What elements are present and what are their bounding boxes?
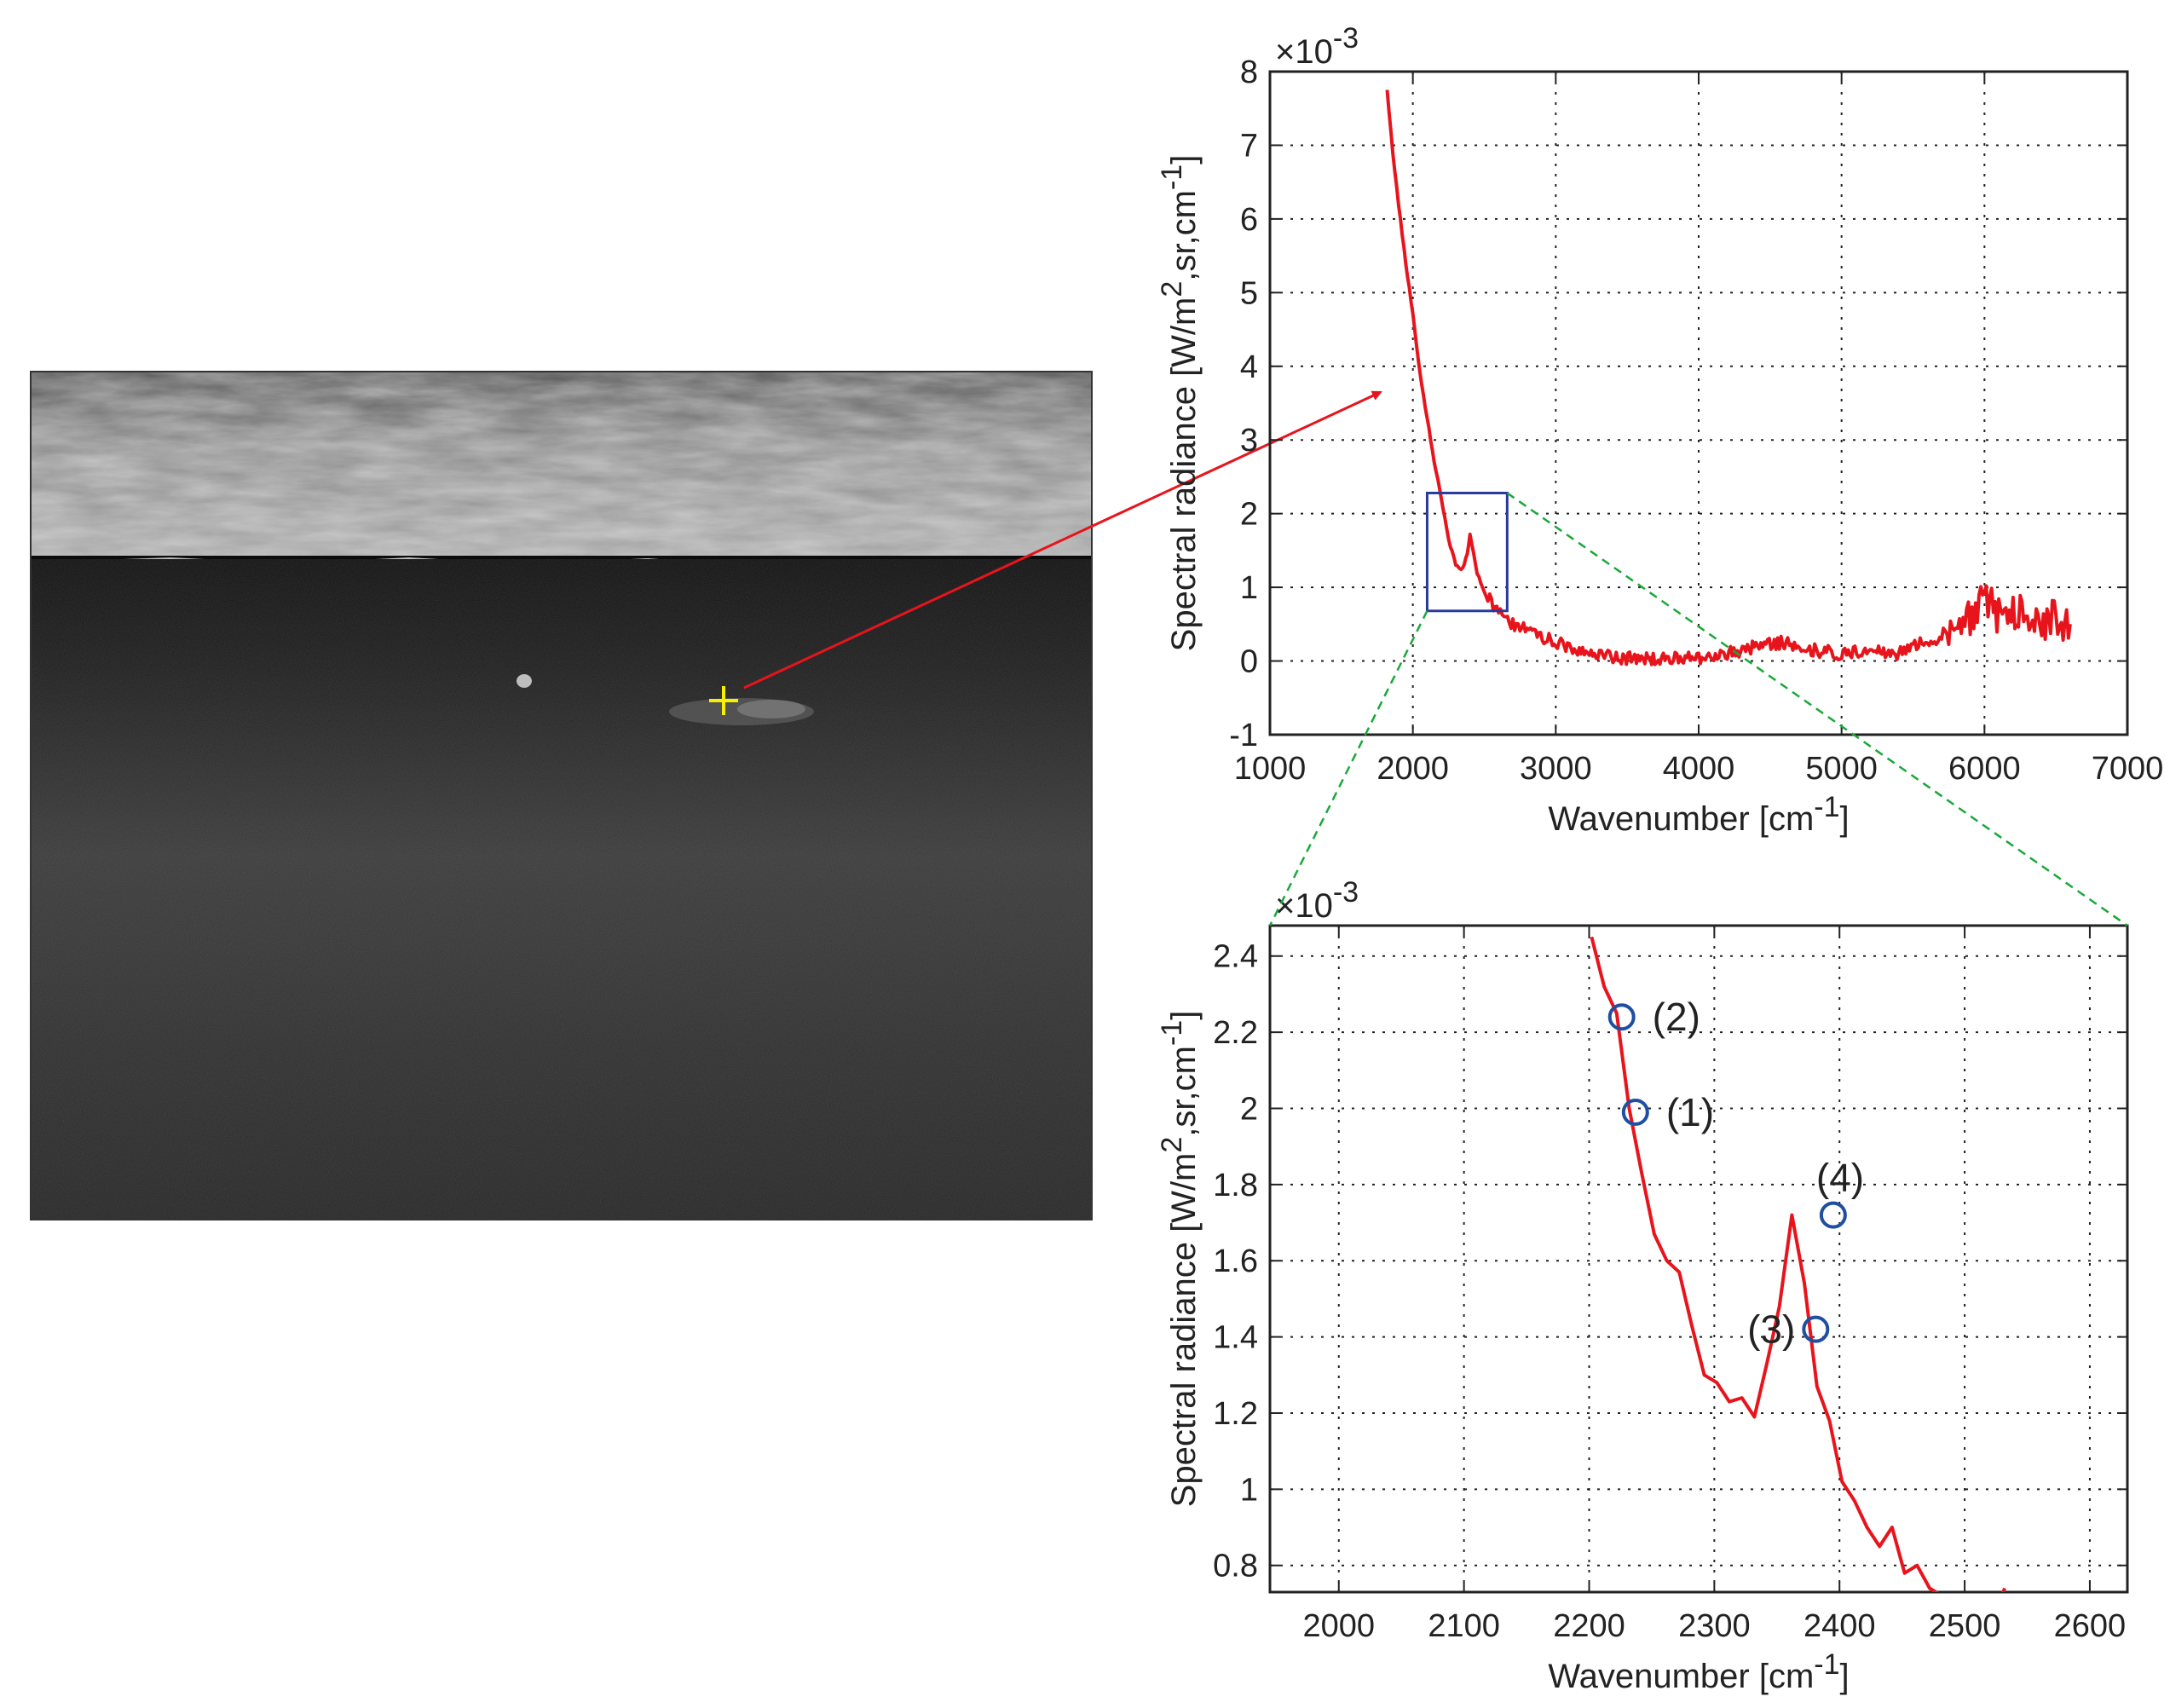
y-multiplier-base: ×10 (1275, 887, 1333, 925)
y-tick-label: 1.4 (1213, 1320, 1258, 1356)
spectrum-line (1385, 89, 2072, 666)
x-tick-label: 5000 (1805, 751, 1878, 787)
x-tick-label: 2500 (1929, 1608, 2001, 1644)
y-axis-label-part: ,sr,cm (1165, 1046, 1203, 1137)
y-axis-label: Spectral radiance [W/m2,sr,cm-1] (1156, 155, 1203, 652)
grid-lines (1270, 72, 2127, 735)
x-axis-label-end: ] (1840, 1658, 1850, 1695)
x-axis-label-text: Wavenumber [cm (1548, 800, 1814, 838)
y-tick-label: 1 (1240, 570, 1258, 606)
annotation-label: (3) (1747, 1307, 1795, 1352)
cloud-texture (31, 372, 1092, 559)
y-tick-label: 8 (1240, 55, 1258, 90)
y-tick-label: 7 (1240, 128, 1258, 164)
x-axis-label-end: ] (1840, 800, 1850, 838)
y-tick-label: 0.8 (1213, 1549, 1258, 1584)
x-tick-label: 6000 (1948, 751, 2021, 787)
x-axis-label: Wavenumber [cm-1] (1548, 1648, 1849, 1695)
annotation-marker (1621, 1098, 1649, 1126)
y-tick-label: 0 (1240, 644, 1258, 680)
y-axis-label: Spectral radiance [W/m2,sr,cm-1] (1156, 1011, 1203, 1508)
thermal-image (31, 372, 1092, 1220)
y-tick-label: 6 (1240, 202, 1258, 238)
x-tick-label: 2400 (1804, 1608, 1876, 1644)
x-axis-label-sup: -1 (1814, 791, 1839, 823)
thermal-image-border (30, 371, 1093, 1220)
y-axis-label-part: ] (1165, 1011, 1203, 1020)
x-tick-label: 2000 (1376, 751, 1449, 787)
x-axis-label-sup: -1 (1814, 1648, 1839, 1681)
x-tick-label: 2100 (1428, 1608, 1500, 1644)
y-axis-label-part: ,sr,cm (1165, 190, 1203, 281)
pointer-arrow (743, 390, 1382, 690)
x-tick-label: 2300 (1678, 1608, 1751, 1644)
x-tick-label: 2000 (1303, 1608, 1376, 1644)
annotation-label: (1) (1666, 1090, 1714, 1134)
y-axis-label-part: -1 (1156, 1020, 1188, 1046)
annotation-label: (4) (1816, 1156, 1864, 1200)
y-tick-label: 2 (1240, 497, 1258, 533)
y-tick-label: 2.2 (1213, 1015, 1258, 1051)
zoom-connector-left (1268, 610, 1428, 926)
y-tick-label: 5 (1240, 275, 1258, 311)
zoomed-spectrum-chart: 2000 2100 2200 2300 2400 2500 2600 0.8 1 1.2 1.4 1.… (1156, 876, 2129, 1695)
y-multiplier-base: ×10 (1275, 33, 1333, 71)
plot-frame (1268, 924, 2129, 1594)
y-multiplier-exp: -3 (1333, 22, 1359, 55)
annotation-marker (1802, 1315, 1830, 1343)
annotation-marker (1819, 1201, 1847, 1229)
y-axis-label-part: ] (1165, 155, 1203, 164)
x-tick-label: 1000 (1234, 751, 1307, 787)
y-tick-label: 1.2 (1213, 1396, 1258, 1432)
zoom-connector-right (1506, 492, 2128, 927)
y-tick-label: -1 (1229, 718, 1258, 753)
y-tick-label: 2 (1240, 1091, 1258, 1127)
x-tick-label: 4000 (1663, 751, 1735, 787)
y-tick-label: 4 (1240, 349, 1258, 385)
y-axis-label-part: 2 (1156, 281, 1188, 297)
y-axis-label-part: -1 (1156, 164, 1188, 190)
spectrum-line (1590, 936, 2006, 1592)
x-axis-label: Wavenumber [cm-1] (1548, 791, 1849, 838)
x-tick-label: 2600 (2054, 1608, 2127, 1644)
zoom-region-box (1425, 491, 1509, 613)
crosshair-marker (709, 686, 738, 715)
x-tick-label: 2200 (1553, 1608, 1625, 1644)
x-tick-label: 3000 (1520, 751, 1592, 787)
y-axis-label-part: Spectral radiance [W/m (1165, 1153, 1203, 1508)
y-multiplier-exp: -3 (1333, 876, 1359, 909)
y-tick-label: 3 (1240, 423, 1258, 459)
bright-spot (517, 674, 532, 688)
y-axis-label-part: Spectral radiance [W/m (1165, 297, 1203, 652)
zoom-connector-lines (1268, 492, 2128, 927)
y-tick-label: 2.4 (1213, 939, 1258, 975)
x-axis-label-text: Wavenumber [cm (1548, 1658, 1814, 1695)
x-tick-label: 7000 (2092, 751, 2164, 787)
y-multiplier: ×10-3 (1275, 22, 1359, 71)
y-tick-label: 1 (1240, 1472, 1258, 1508)
y-tick-label: 1.8 (1213, 1168, 1258, 1203)
annotation-marker (1607, 1003, 1636, 1031)
overview-spectrum-chart: 1000 2000 3000 4000 5000 6000 7000 -1 0 1 2 3 4 5 6 7 8 ×… (1156, 22, 2163, 838)
y-multiplier: ×10-3 (1275, 876, 1359, 925)
y-tick-label: 1.6 (1213, 1243, 1258, 1279)
annotation-label: (2) (1653, 995, 1700, 1039)
y-axis-label-part: 2 (1156, 1137, 1188, 1153)
target-object-core (737, 700, 805, 718)
ground-noise (31, 559, 1092, 1220)
